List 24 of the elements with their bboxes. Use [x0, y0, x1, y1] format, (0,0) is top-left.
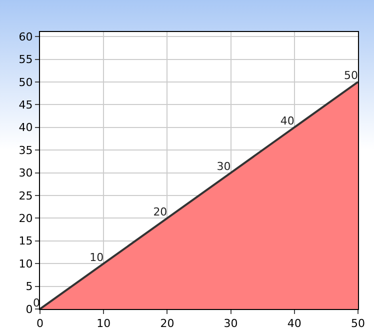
x-tick-label: 10	[96, 317, 111, 330]
x-tick-label: 20	[160, 317, 174, 330]
y-tick-label: 10	[18, 257, 33, 270]
y-tick-label: 55	[18, 53, 33, 66]
data-label: 40	[280, 114, 294, 128]
y-tick-label: 5	[26, 280, 33, 294]
x-tick-label: 0	[36, 317, 44, 330]
y-tick-label: 35	[18, 144, 33, 157]
y-tick-label: 40	[18, 121, 33, 134]
x-tick-label: 50	[351, 317, 365, 330]
data-label: 30	[216, 160, 231, 174]
data-label: 20	[153, 205, 168, 218]
y-tick-label: 50	[18, 76, 33, 89]
y-tick-label: 45	[18, 98, 33, 112]
y-tick-label: 20	[18, 212, 33, 226]
y-tick-label: 15	[18, 234, 33, 248]
y-tick-label: 25	[18, 189, 33, 202]
data-label: 50	[344, 69, 358, 82]
y-tick-label: 30	[18, 166, 33, 180]
data-label: 10	[90, 250, 104, 264]
y-tick-label: 60	[18, 30, 33, 44]
x-tick-label: 40	[287, 317, 302, 330]
x-tick-label: 30	[224, 317, 238, 330]
y-tick-label: 0	[26, 302, 33, 316]
